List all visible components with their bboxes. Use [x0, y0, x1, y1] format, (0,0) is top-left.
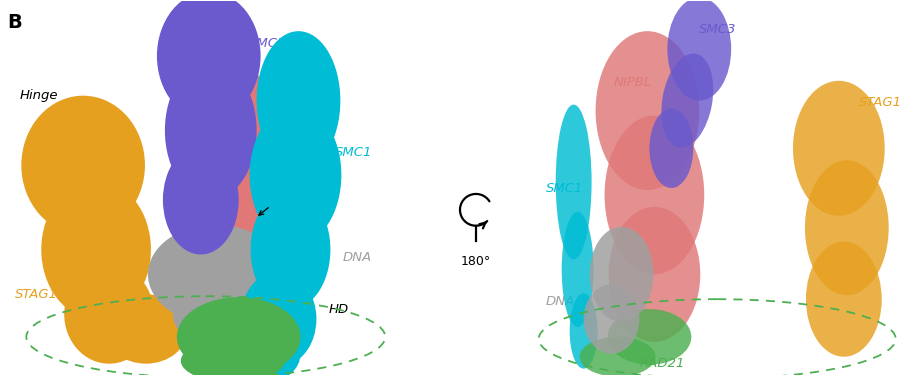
Text: RAD21: RAD21: [206, 357, 252, 370]
Ellipse shape: [237, 326, 300, 376]
Ellipse shape: [64, 264, 154, 364]
Ellipse shape: [104, 294, 188, 364]
Text: SMC3: SMC3: [249, 36, 286, 50]
Ellipse shape: [162, 145, 239, 255]
Ellipse shape: [605, 115, 704, 274]
Ellipse shape: [148, 225, 284, 324]
Text: CC: CC: [259, 199, 277, 211]
Ellipse shape: [608, 309, 691, 365]
Ellipse shape: [806, 242, 881, 357]
Ellipse shape: [250, 106, 341, 244]
Ellipse shape: [667, 0, 731, 101]
Ellipse shape: [157, 0, 261, 120]
Ellipse shape: [251, 190, 330, 309]
Ellipse shape: [41, 180, 151, 319]
Text: HD: HD: [329, 303, 349, 315]
Ellipse shape: [579, 337, 655, 376]
Ellipse shape: [589, 227, 654, 322]
Ellipse shape: [570, 293, 598, 368]
Text: B: B: [7, 13, 22, 32]
Text: DNA: DNA: [342, 251, 372, 264]
Text: SMC3: SMC3: [700, 23, 736, 36]
Ellipse shape: [21, 96, 145, 235]
Text: NIPBL: NIPBL: [613, 76, 652, 89]
Ellipse shape: [584, 284, 640, 354]
Ellipse shape: [177, 297, 300, 376]
Ellipse shape: [257, 31, 341, 170]
Ellipse shape: [596, 31, 700, 190]
Ellipse shape: [165, 61, 257, 200]
Ellipse shape: [171, 96, 274, 225]
Ellipse shape: [649, 109, 693, 188]
Ellipse shape: [793, 81, 885, 216]
Ellipse shape: [661, 53, 713, 148]
Ellipse shape: [174, 46, 263, 155]
Ellipse shape: [181, 180, 276, 289]
Text: STAG1: STAG1: [16, 288, 59, 301]
Ellipse shape: [555, 105, 591, 259]
Text: Hinge: Hinge: [19, 89, 58, 102]
Text: NIPBL: NIPBL: [255, 114, 294, 127]
Ellipse shape: [174, 235, 258, 324]
Text: 180°: 180°: [461, 255, 491, 267]
Text: DNA: DNA: [545, 295, 575, 308]
Ellipse shape: [241, 271, 317, 367]
Text: SMC1: SMC1: [335, 146, 373, 159]
Text: RAD21: RAD21: [640, 357, 685, 370]
Ellipse shape: [181, 339, 285, 376]
Ellipse shape: [609, 207, 700, 342]
Ellipse shape: [805, 160, 889, 295]
Text: SMC1: SMC1: [545, 182, 583, 194]
Ellipse shape: [173, 276, 288, 352]
Text: STAG1: STAG1: [858, 96, 901, 109]
Ellipse shape: [562, 212, 594, 327]
